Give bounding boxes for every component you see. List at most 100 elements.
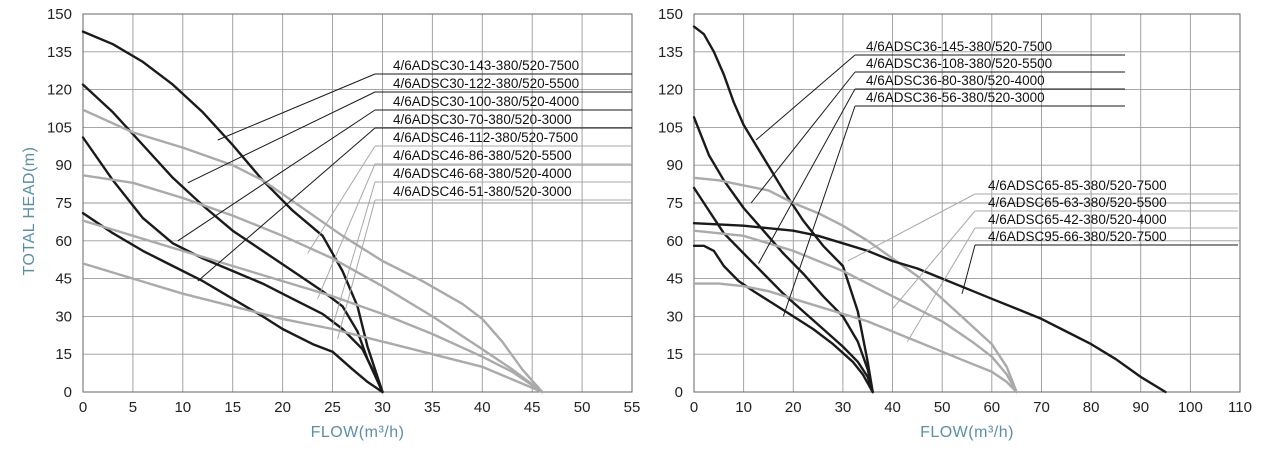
- legend-label: 4/6ADSC36-145-380/520-7500: [866, 39, 1052, 54]
- y-tick-label: 150: [658, 6, 683, 23]
- x-tick-label: 100: [1178, 399, 1203, 416]
- chart-1: 0 5 10 15 20 25 30 35 40 45 50 55 0 15 30 45 60 75 90 105 12…: [21, 6, 640, 441]
- series-line-2: [81, 83, 384, 394]
- curves: [692, 25, 1167, 394]
- y-tick-label: 60: [666, 233, 683, 250]
- legend-leader-line: [782, 105, 856, 317]
- legend-label: 4/6ADSC30-143-380/520-7500: [393, 58, 579, 73]
- series-line-3: [81, 136, 384, 394]
- y-tick-label: 0: [64, 384, 72, 401]
- series-line-2: [692, 116, 874, 394]
- legend-leader-line: [217, 73, 376, 141]
- legend-label: 4/6ADSC65-42-380/520-4000: [988, 212, 1167, 227]
- y-tick-label: 75: [55, 195, 72, 212]
- legend-leader-line: [758, 88, 856, 264]
- series-line-5: [81, 108, 544, 394]
- y-tick-label: 45: [666, 271, 683, 288]
- x-tick-label: 70: [1033, 399, 1050, 416]
- series-line-7: [81, 219, 544, 394]
- legend-label: 4/6ADSC46-68-380/520-4000: [393, 166, 572, 181]
- x-tick-label: 10: [735, 399, 752, 416]
- x-tick-label: 10: [174, 399, 191, 416]
- legend-label: 4/6ADSC95-66-380/520-7500: [988, 229, 1167, 244]
- x-tick-label: 20: [274, 399, 291, 416]
- y-tick-label: 15: [55, 346, 72, 363]
- x-tick-label: 90: [1132, 399, 1149, 416]
- x-tick-label: 40: [884, 399, 901, 416]
- x-tick-label: 25: [324, 399, 341, 416]
- y-tick-label: 0: [675, 384, 683, 401]
- legend-leader-line: [907, 227, 976, 342]
- y-tick-label: 150: [47, 6, 72, 23]
- curves: [81, 30, 544, 394]
- legend-leader-line: [177, 109, 376, 242]
- x-tick-label: 5: [129, 399, 137, 416]
- legend-label: 4/6ADSC46-112-380/520-7500: [393, 130, 578, 145]
- y-tick-label: 135: [47, 44, 72, 61]
- x-tick-label: 0: [690, 399, 698, 416]
- legend-label: 4/6ADSC36-56-380/520-3000: [866, 90, 1045, 105]
- x-tick-label: 0: [79, 399, 87, 416]
- legend-leader-line: [337, 199, 376, 340]
- series-line-1: [692, 25, 874, 394]
- legend: 4/6ADSC36-145-380/520-7500 4/6ADSC36-108-…: [750, 39, 1238, 342]
- legend-leader-line: [961, 244, 976, 294]
- legend-leader-line: [187, 91, 376, 184]
- plot-frame: [82, 13, 633, 393]
- x-tick-label: 60: [983, 399, 1000, 416]
- legend-label: 4/6ADSC65-63-380/520-5500: [988, 195, 1167, 210]
- x-tick-label: 20: [785, 399, 802, 416]
- series-line-7: [692, 282, 1018, 394]
- y-tick-label: 15: [666, 346, 683, 363]
- x-tick-label: 80: [1083, 399, 1100, 416]
- series-line-3: [692, 186, 874, 394]
- series-line-5: [692, 176, 1018, 394]
- y-tick-label: 90: [55, 157, 72, 174]
- x-tick-label: 35: [424, 399, 441, 416]
- series-line-8: [692, 221, 1167, 394]
- legend-label: 4/6ADSC36-80-380/520-4000: [866, 73, 1045, 88]
- legend-label: 4/6ADSC65-85-380/520-7500: [988, 178, 1167, 193]
- x-tick-label: 15: [224, 399, 241, 416]
- y-tick-label: 120: [47, 82, 72, 99]
- y-tick-label: 60: [55, 233, 72, 250]
- series-line-6: [692, 229, 1018, 394]
- x-axis-title: FLOW(m³/h): [920, 424, 1014, 441]
- y-tick-label: 120: [658, 82, 683, 99]
- legend-label: 4/6ADSC46-51-380/520-3000: [393, 184, 572, 199]
- y-tick-label: 30: [55, 308, 72, 325]
- chart-2: 0 10 20 30 40 50 60 70 80 90 100 110 0 15 30 45 60 75 90 10…: [658, 6, 1252, 441]
- legend-leader-line: [755, 54, 856, 141]
- y-axis-title: TOTAL HEAD(m): [21, 147, 38, 276]
- legend-leader-line: [197, 127, 376, 282]
- x-tick-label: 45: [524, 399, 541, 416]
- series-line-8: [81, 262, 544, 394]
- legend-leader-line: [332, 181, 376, 327]
- y-tick-label: 30: [666, 308, 683, 325]
- y-tick-label: 135: [658, 44, 683, 61]
- x-tick-label: 50: [934, 399, 951, 416]
- legend-leader-line: [892, 210, 976, 310]
- legend-leader-line: [317, 163, 376, 299]
- legend-label: 4/6ADSC30-70-380/520-3000: [393, 112, 572, 127]
- legend-leader-line: [307, 145, 376, 254]
- y-tick-label: 105: [47, 119, 72, 136]
- y-tick-label: 105: [658, 119, 683, 136]
- series-line-4: [81, 211, 384, 394]
- legend-label: 4/6ADSC30-100-380/520-4000: [393, 94, 579, 109]
- y-tick-label: 45: [55, 271, 72, 288]
- legend-label: 4/6ADSC46-86-380/520-5500: [393, 148, 572, 163]
- y-tick-label: 75: [666, 195, 683, 212]
- series-line-6: [81, 174, 544, 394]
- legend-leader-line: [847, 193, 976, 262]
- series-line-4: [692, 244, 874, 394]
- legend-leader-line: [750, 71, 856, 204]
- plot-frame: [693, 13, 1241, 393]
- x-tick-label: 110: [1228, 399, 1252, 416]
- x-tick-label: 50: [574, 399, 591, 416]
- x-axis-title: FLOW(m³/h): [311, 424, 405, 441]
- legend-label: 4/6ADSC30-122-380/520-5500: [393, 76, 579, 91]
- x-tick-label: 30: [374, 399, 391, 416]
